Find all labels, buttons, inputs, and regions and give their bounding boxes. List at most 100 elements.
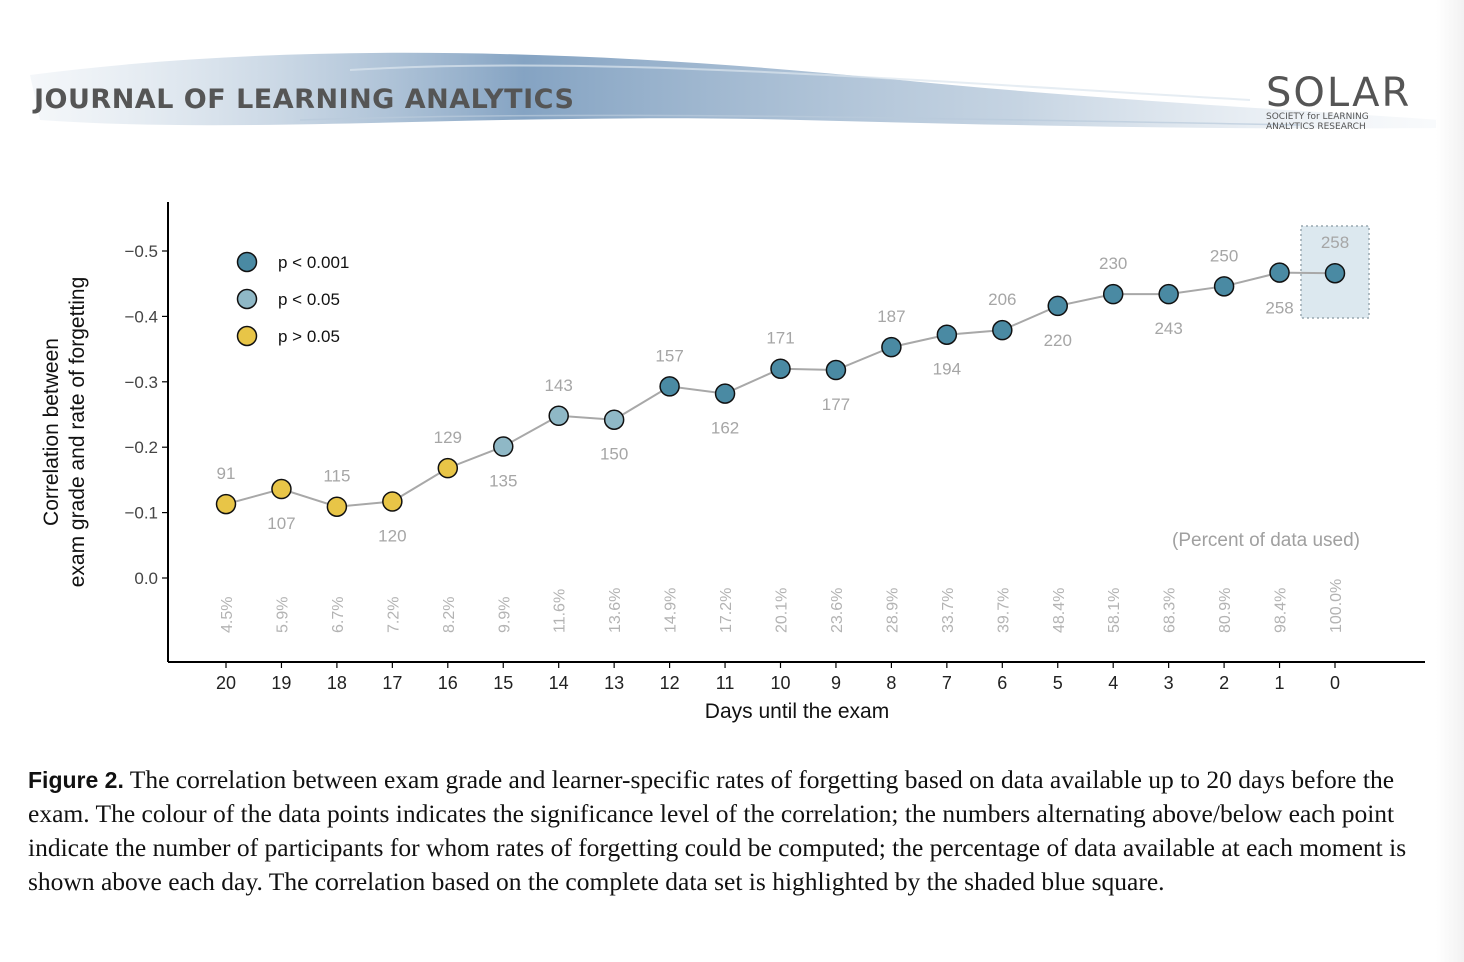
x-tick-label: 20 (216, 673, 236, 693)
x-tick-label: 6 (997, 673, 1007, 693)
percent-label: 14.9% (663, 588, 680, 633)
data-point (271, 478, 292, 500)
data-point (215, 493, 237, 515)
participant-count-label: 171 (766, 329, 794, 348)
legend-marker (236, 251, 258, 273)
participant-count-label: 120 (378, 526, 406, 545)
data-point (326, 496, 348, 517)
percent-label: 7.2% (385, 597, 402, 633)
percent-label: 100.0% (1328, 579, 1345, 633)
x-tick-label: 5 (1053, 673, 1063, 693)
participant-count-label: 162 (711, 419, 739, 438)
journal-title: JOURNAL OF LEARNING ANALYTICS (34, 84, 575, 115)
data-point (548, 405, 569, 427)
data-point (1047, 295, 1068, 317)
series-line (225, 271, 1336, 508)
percent-label: 13.6% (607, 588, 624, 633)
percent-label: 33.7% (940, 588, 957, 633)
logo-subtitle-line1: SOCIETY for LEARNING (1266, 112, 1369, 122)
x-tick-label: 9 (831, 673, 841, 693)
x-tick-label: 14 (549, 673, 569, 693)
percent-label: 17.2% (718, 588, 735, 633)
legend-label: p < 0.001 (278, 253, 349, 272)
participant-count-label: 250 (1210, 246, 1238, 265)
x-tick-label: 12 (660, 673, 680, 693)
x-tick-label: 7 (942, 673, 952, 693)
journal-header: JOURNAL OF LEARNING ANALYTICS SOLAR SOCI… (0, 0, 1464, 150)
participant-count-label: 220 (1044, 331, 1072, 350)
participant-count-label: 258 (1265, 299, 1293, 318)
x-tick-label: 8 (886, 673, 896, 693)
data-point (1269, 262, 1290, 283)
data-point (603, 409, 625, 430)
percent-note: (Percent of data used) (1172, 530, 1360, 551)
x-tick-label: 15 (493, 673, 513, 693)
participant-count-label: 150 (600, 445, 628, 464)
figure-caption: Figure 2. The correlation between exam g… (28, 763, 1448, 899)
participant-count-label: 135 (489, 472, 517, 491)
participant-count-label: 107 (267, 514, 295, 533)
percent-label: 23.6% (829, 588, 846, 633)
x-tick-label: 10 (770, 673, 790, 693)
x-tick-label: 3 (1164, 673, 1174, 693)
data-point (437, 457, 459, 479)
percent-label: 39.7% (995, 588, 1012, 633)
logo-word: SOLAR (1266, 70, 1412, 116)
participant-count-label: 187 (877, 307, 905, 326)
participant-count-label: 129 (434, 428, 462, 447)
participant-count-label: 194 (933, 360, 961, 379)
header-swoosh-graphic (30, 52, 1440, 129)
data-point (936, 324, 958, 345)
x-tick-label: 2 (1219, 673, 1229, 693)
y-tick-label: −0.1 (124, 504, 158, 523)
legend-label: p < 0.05 (278, 290, 340, 309)
percent-label: 6.7% (330, 597, 347, 633)
x-tick-label: 18 (327, 673, 347, 693)
percent-label: 5.9% (274, 597, 291, 633)
participant-count-label: 243 (1154, 319, 1182, 338)
y-tick-label: 0.0 (134, 569, 158, 588)
x-tick-label: 19 (271, 673, 291, 693)
y-tick-label: −0.4 (124, 307, 158, 326)
percent-label: 58.1% (1106, 588, 1123, 633)
logo-subtitle-line2: ANALYTICS RESEARCH (1266, 122, 1366, 132)
data-point (1102, 283, 1124, 305)
caption-text: The correlation between exam grade and l… (28, 765, 1407, 896)
data-point (881, 336, 902, 358)
participant-count-label: 206 (988, 290, 1016, 309)
y-tick-label: −0.3 (124, 373, 158, 392)
participant-count-label: 230 (1099, 254, 1127, 273)
correlation-chart: −0.5−0.4−0.3−0.2−0.10.020 19 18 17 16 15 14 13 1… (40, 202, 1425, 723)
percent-label: 80.9% (1217, 588, 1234, 633)
percent-label: 8.2% (441, 597, 458, 633)
x-tick-label: 11 (716, 673, 735, 693)
percent-label: 4.5% (219, 597, 236, 633)
x-tick-label: 16 (438, 673, 458, 693)
percent-label: 20.1% (774, 588, 791, 633)
participant-count-label: 177 (822, 395, 850, 414)
data-point (1324, 262, 1346, 284)
data-point (382, 491, 403, 512)
percent-label: 68.3% (1162, 588, 1179, 633)
data-point (1213, 276, 1235, 297)
y-axis-label-line1: Correlation between (40, 338, 63, 526)
percent-label: 9.9% (496, 597, 513, 633)
x-tick-label: 0 (1330, 673, 1340, 693)
data-point (1158, 283, 1179, 305)
x-tick-label: 17 (382, 673, 402, 693)
page-edge-shadow (1436, 0, 1464, 962)
percent-label: 28.9% (884, 588, 901, 633)
x-tick-label: 13 (604, 673, 624, 693)
participant-count-label: 115 (323, 467, 350, 486)
x-tick-label: 1 (1275, 673, 1285, 693)
figure-label: Figure 2. (28, 767, 124, 793)
legend-marker (236, 325, 258, 347)
participant-count-label: 91 (217, 464, 236, 483)
participant-count-label: 143 (545, 376, 573, 395)
logo-subtitle: SOCIETY for LEARNING ANALYTICS RESEARCH (1266, 112, 1426, 132)
solar-logo: SOLAR SOCIETY for LEARNING ANALYTICS RES… (1266, 70, 1436, 140)
data-point (714, 383, 736, 404)
x-axis-label: Days until the exam (705, 700, 889, 723)
y-axis-label-line2: exam grade and rate of forgetting (66, 277, 89, 588)
x-tick-label: 4 (1108, 673, 1118, 693)
